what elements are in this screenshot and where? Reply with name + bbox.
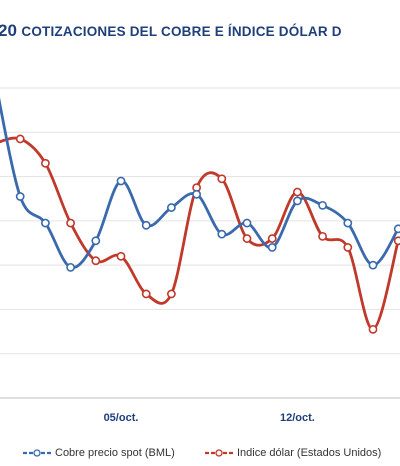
data-point-cobre — [116, 176, 126, 186]
data-point-dolar — [242, 234, 252, 243]
data-point-dolar — [66, 218, 75, 228]
data-point-dolar — [41, 158, 50, 168]
legend-marker-dolar — [205, 449, 233, 457]
legend-label-cobre: Cobre precio spot (BML) — [55, 447, 175, 459]
data-point-dolar — [141, 289, 151, 299]
chart-title: 20 COTIZACIONES DEL COBRE E ÍNDICE DÓLAR… — [0, 21, 400, 41]
data-point-cobre — [141, 220, 151, 230]
chart-legend: Cobre precio spot (BML) Indice dólar (Es… — [22, 444, 400, 462]
legend-label-dolar: Indice dólar (Estados Unidos) — [237, 447, 382, 459]
legend-marker-cobre — [23, 449, 51, 457]
x-tick-label: 05/oct. — [104, 412, 139, 424]
data-point-dolar — [15, 134, 25, 144]
data-point-dolar — [292, 187, 302, 197]
data-point-cobre — [217, 229, 227, 239]
data-point-cobre — [343, 218, 353, 228]
data-point-dolar — [166, 289, 176, 299]
series-line-dolar — [0, 136, 400, 331]
line-chart: 05/oct.12/oct.19/oct. — [0, 87, 400, 424]
chart-title-number: 20 — [0, 21, 17, 40]
data-point-cobre — [15, 192, 25, 201]
legend-item-cobre: Cobre precio spot (BML) — [22, 444, 175, 462]
data-point-cobre — [242, 218, 252, 228]
data-point-cobre — [91, 236, 101, 246]
data-point-dolar — [267, 234, 277, 243]
data-point-cobre — [318, 200, 327, 210]
x-tick-label: 12/oct. — [280, 412, 315, 424]
data-point-cobre — [192, 189, 201, 199]
data-point-cobre — [66, 262, 75, 272]
data-point-dolar — [393, 236, 400, 246]
data-point-cobre — [41, 218, 50, 228]
data-point-dolar — [318, 231, 327, 241]
data-point-cobre — [267, 243, 277, 252]
data-point-cobre — [292, 196, 302, 206]
legend-item-dolar: Indice dólar (Estados Unidos) — [204, 444, 381, 462]
data-point-dolar — [217, 174, 227, 184]
data-point-dolar — [368, 324, 378, 334]
data-point-cobre — [368, 260, 378, 270]
data-point-dolar — [116, 251, 126, 261]
chart-title-text: COTIZACIONES DEL COBRE E ÍNDICE DÓLAR D — [21, 24, 342, 39]
data-point-cobre — [166, 203, 176, 212]
data-point-dolar — [91, 256, 101, 266]
data-point-dolar — [343, 243, 353, 252]
data-point-cobre — [393, 224, 400, 234]
